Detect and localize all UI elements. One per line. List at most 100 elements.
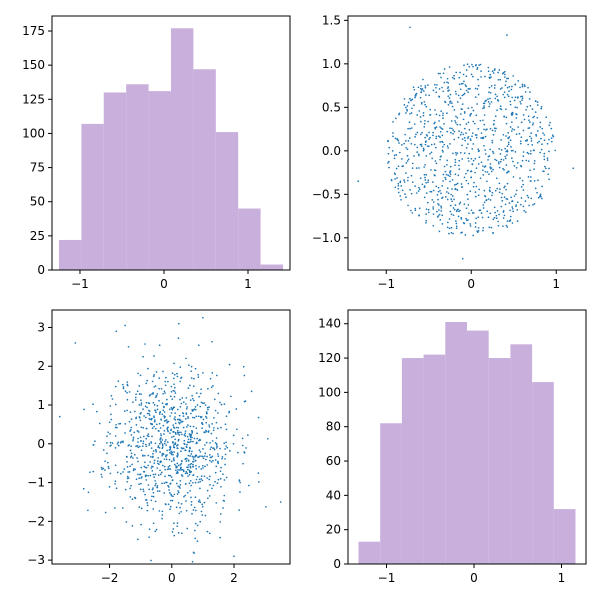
scatter-point bbox=[204, 404, 207, 406]
scatter-point bbox=[215, 502, 218, 504]
scatter-point bbox=[433, 143, 436, 145]
histogram-bar-1 bbox=[380, 423, 402, 564]
scatter-point bbox=[452, 214, 455, 217]
scatter-point bbox=[468, 65, 471, 68]
scatter-point bbox=[502, 71, 505, 74]
scatter-point bbox=[214, 471, 217, 474]
scatter-point bbox=[195, 392, 198, 394]
scatter-point bbox=[397, 165, 400, 168]
scatter-point bbox=[529, 121, 531, 123]
scatter-point bbox=[152, 487, 154, 489]
scatter-point bbox=[136, 429, 139, 432]
scatter-point bbox=[477, 163, 480, 165]
scatter-point bbox=[494, 211, 496, 214]
scatter-point bbox=[139, 412, 142, 415]
scatter-point bbox=[173, 493, 176, 496]
scatter-point bbox=[191, 455, 194, 458]
scatter-point bbox=[160, 387, 163, 390]
scatter-point bbox=[443, 122, 445, 125]
scatter-point bbox=[171, 451, 174, 454]
scatter-point bbox=[471, 163, 474, 166]
scatter-point bbox=[407, 176, 409, 179]
scatter-point bbox=[122, 387, 125, 390]
scatter-point bbox=[167, 380, 169, 383]
scatter-point bbox=[410, 142, 413, 145]
scatter-point bbox=[405, 112, 407, 114]
scatter-point bbox=[454, 204, 457, 206]
scatter-point bbox=[425, 155, 428, 157]
scatter-point bbox=[126, 461, 128, 463]
scatter-point bbox=[100, 466, 103, 469]
scatter-point bbox=[142, 355, 144, 358]
scatter-point bbox=[257, 481, 260, 483]
scatter-point bbox=[185, 460, 188, 462]
scatter-point bbox=[432, 207, 435, 210]
scatter-point bbox=[223, 500, 226, 502]
scatter-point bbox=[152, 452, 154, 455]
scatter-point bbox=[177, 532, 180, 534]
scatter-point bbox=[435, 86, 437, 89]
scatter-point bbox=[496, 187, 499, 190]
scatter-point bbox=[475, 167, 478, 169]
scatter-point bbox=[416, 151, 418, 153]
scatter-point bbox=[243, 451, 245, 453]
scatter-point bbox=[407, 204, 409, 207]
scatter-point bbox=[442, 151, 444, 153]
scatter-point bbox=[489, 148, 491, 151]
scatter-point bbox=[507, 131, 510, 134]
scatter-point bbox=[482, 102, 485, 105]
scatter-point bbox=[439, 126, 441, 128]
scatter-point bbox=[483, 166, 486, 168]
scatter-point bbox=[517, 80, 520, 82]
scatter-point bbox=[454, 158, 457, 161]
scatter-point bbox=[108, 421, 111, 424]
scatter-point bbox=[392, 135, 394, 138]
scatter-point bbox=[195, 415, 198, 418]
scatter-point bbox=[548, 124, 551, 127]
scatter-point bbox=[467, 182, 470, 185]
scatter-point bbox=[164, 503, 167, 505]
scatter-point bbox=[476, 68, 478, 71]
scatter-point bbox=[504, 157, 507, 160]
scatter-point bbox=[165, 398, 168, 401]
scatter-point bbox=[208, 475, 211, 478]
scatter-point bbox=[393, 154, 396, 157]
scatter-point bbox=[421, 131, 423, 134]
scatter-point bbox=[233, 555, 235, 558]
scatter-point bbox=[482, 207, 485, 209]
scatter-point bbox=[203, 431, 205, 433]
scatter-point bbox=[167, 466, 170, 468]
scatter-point bbox=[202, 371, 204, 374]
scatter-point bbox=[453, 184, 456, 186]
scatter-point bbox=[439, 72, 441, 75]
scatter-point bbox=[235, 408, 238, 410]
scatter-point bbox=[504, 155, 507, 158]
scatter-point bbox=[182, 447, 185, 450]
scatter-point bbox=[440, 210, 443, 212]
scatter-point bbox=[428, 131, 430, 134]
scatter-point bbox=[207, 408, 209, 411]
scatter-point bbox=[407, 140, 410, 142]
scatter-point bbox=[173, 451, 175, 453]
scatter-point bbox=[447, 147, 450, 149]
scatter-point bbox=[512, 75, 515, 77]
scatter-point bbox=[432, 89, 435, 92]
scatter-point bbox=[410, 99, 412, 102]
scatter-point bbox=[422, 149, 425, 152]
scatter-point bbox=[515, 205, 517, 208]
scatter-point bbox=[471, 106, 473, 109]
scatter-point bbox=[495, 127, 497, 130]
scatter-point bbox=[449, 171, 451, 174]
scatter-point bbox=[451, 195, 454, 197]
scatter-point bbox=[492, 123, 495, 126]
scatter-point bbox=[172, 407, 174, 410]
scatter-point bbox=[446, 226, 449, 229]
scatter-point bbox=[435, 146, 437, 149]
scatter-point bbox=[152, 401, 155, 404]
scatter-point bbox=[523, 85, 526, 88]
scatter-point bbox=[177, 502, 180, 504]
y-tick-label: 75 bbox=[30, 161, 45, 175]
scatter-point bbox=[202, 402, 204, 405]
scatter-point bbox=[511, 114, 513, 116]
scatter-point bbox=[197, 344, 200, 347]
